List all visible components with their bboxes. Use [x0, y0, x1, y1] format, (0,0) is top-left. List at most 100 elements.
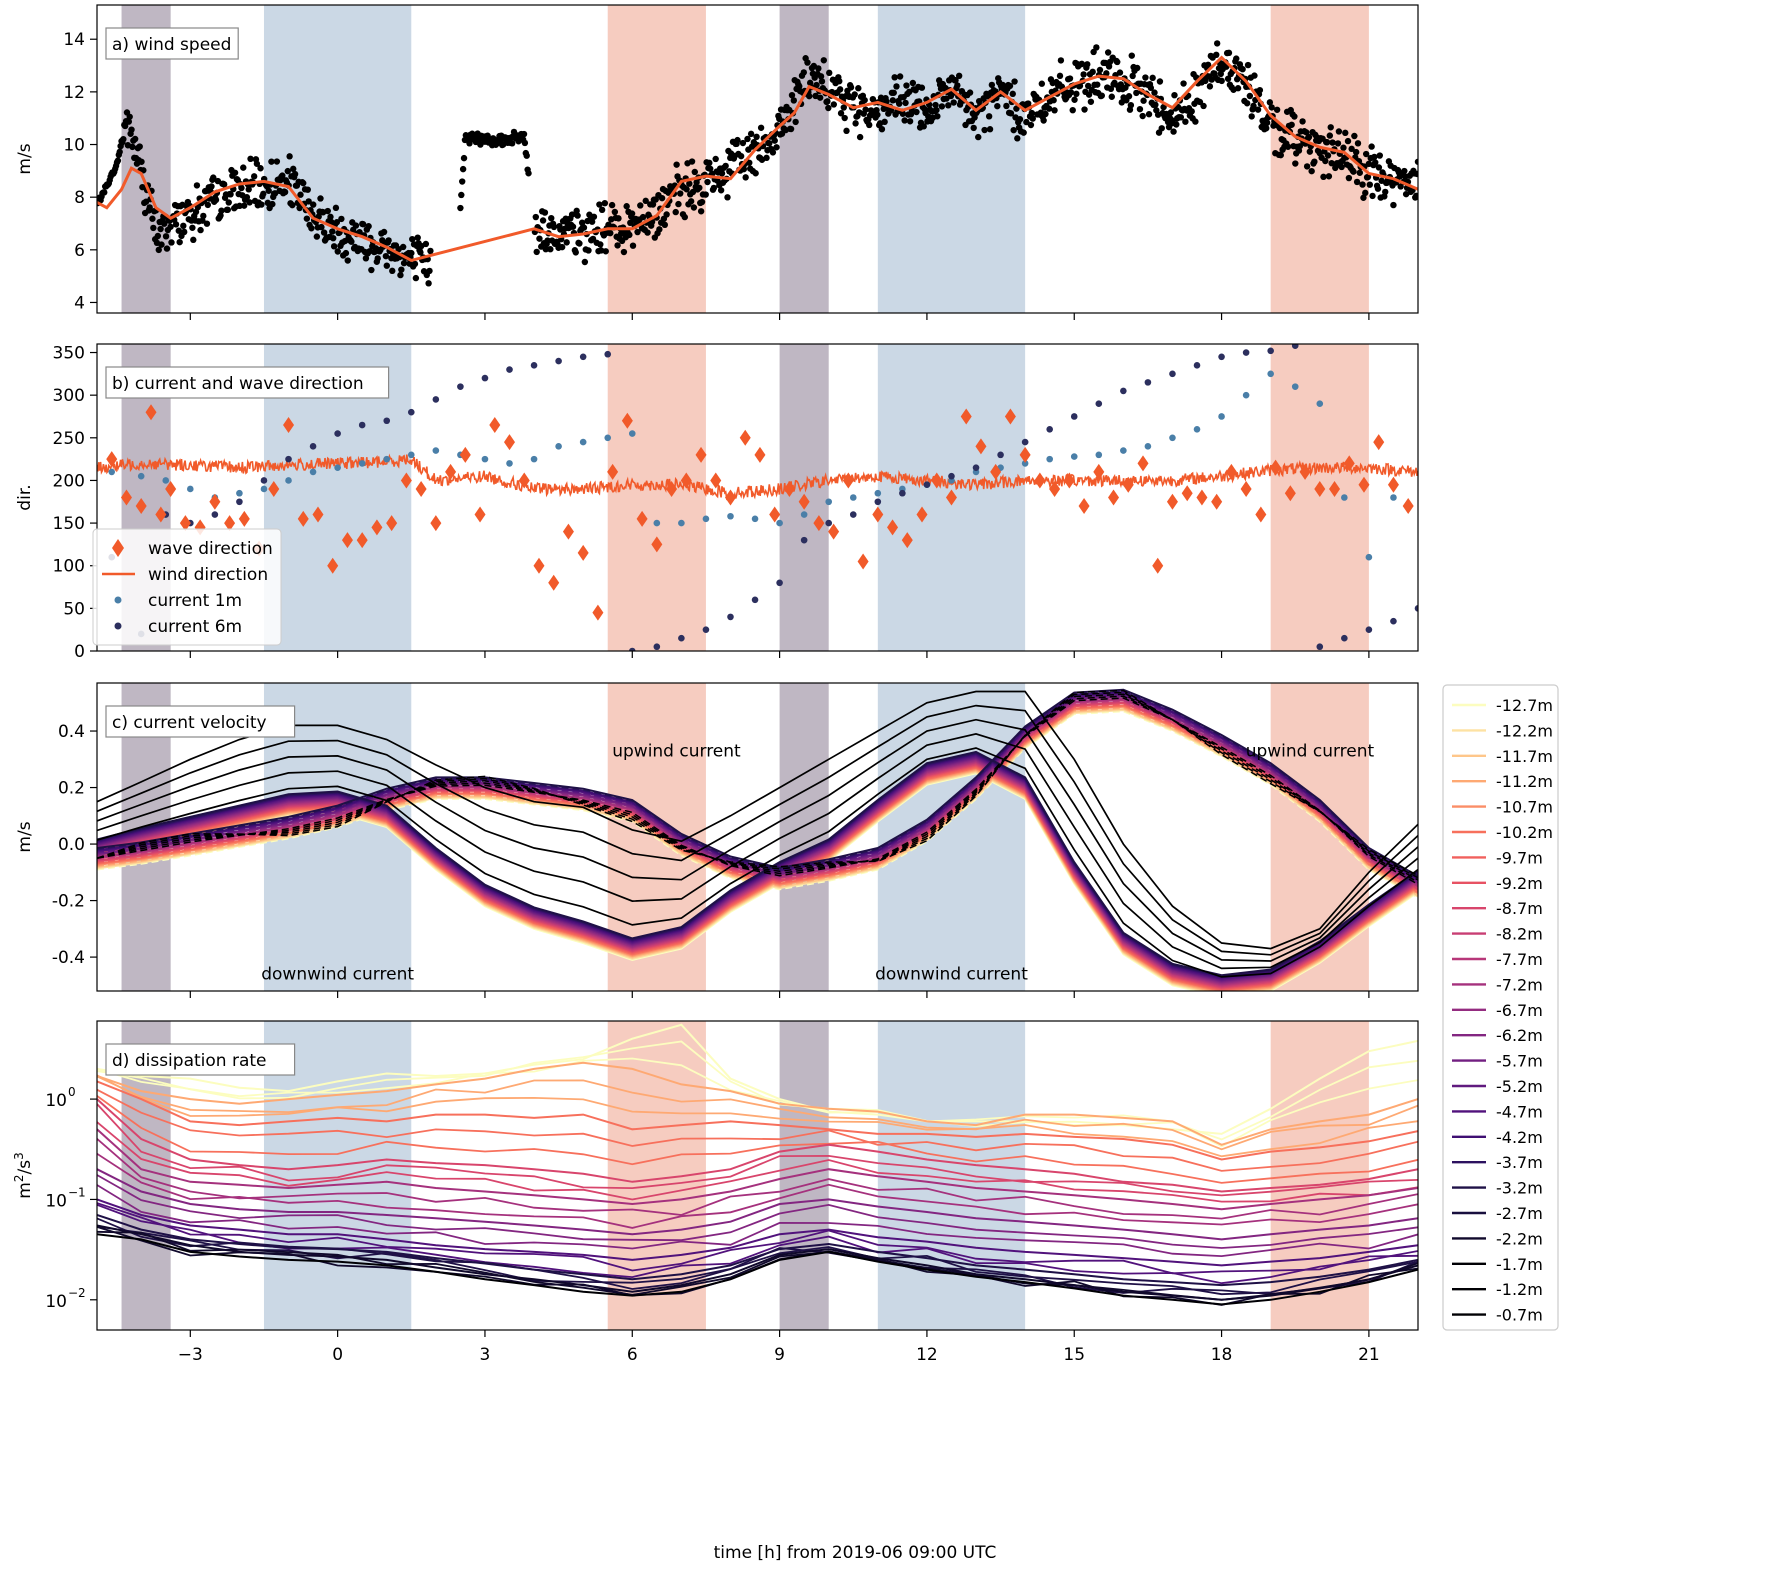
wave-direction-marker: [209, 493, 221, 510]
current-1m-point: [555, 443, 562, 450]
wind-speed-point: [790, 97, 798, 104]
wave-direction-marker: [1049, 480, 1061, 497]
wind-speed-point: [611, 208, 619, 216]
wind-speed-point: [766, 140, 773, 147]
current-6m-point: [899, 489, 906, 497]
current-1m-point: [187, 485, 194, 493]
wind-speed-point: [1233, 55, 1240, 62]
wind-speed-point: [189, 224, 196, 231]
current-1m-point: [506, 460, 513, 467]
current-1m-point: [1095, 451, 1103, 459]
wind-speed-point: [162, 233, 170, 240]
wind-speed-point: [602, 248, 609, 255]
dissipation-line: [97, 1075, 1418, 1151]
wind-speed-point: [190, 236, 197, 244]
wind-speed-point: [698, 198, 706, 206]
wave-direction-marker: [651, 536, 663, 553]
wind-speed-point: [568, 211, 576, 218]
current-6m-point: [727, 613, 734, 621]
x-tick-label: 18: [1211, 1345, 1233, 1365]
current-6m-point: [1365, 626, 1373, 633]
current-6m-point: [530, 362, 538, 369]
current-1m-point: [653, 519, 661, 527]
wind-speed-point: [585, 247, 592, 254]
wind-speed-point: [1308, 167, 1315, 175]
wind-speed-point: [818, 78, 826, 85]
wave-direction-marker: [1108, 489, 1120, 506]
wind-speed-point: [1009, 90, 1016, 98]
wind-speed-point: [508, 140, 516, 147]
time-window-shading: [877, 5, 1026, 313]
y-tick-label: 12: [63, 83, 85, 103]
depth-legend-label: -3.2m: [1496, 1179, 1543, 1198]
wind-speed-point: [562, 215, 569, 222]
wind-speed-point: [710, 184, 718, 192]
current-6m-point: [236, 498, 243, 506]
current-1m-point: [260, 485, 268, 493]
wind-speed-point: [861, 96, 868, 104]
wind-speed-point: [918, 84, 926, 91]
wind-speed-point: [1322, 157, 1329, 165]
wind-speed-point: [1334, 140, 1342, 147]
wind-speed-point: [580, 224, 588, 231]
wind-speed-point: [813, 81, 820, 89]
current-1m-point: [1291, 383, 1299, 390]
depth-legend-label: -1.7m: [1496, 1255, 1543, 1274]
wind-speed-point: [994, 102, 1001, 110]
time-window-shading: [779, 5, 829, 313]
axes-frame: [96, 343, 1419, 652]
wind-speed-point: [1128, 52, 1135, 59]
current-6m-point: [1144, 379, 1152, 386]
wind-speed-point: [382, 252, 390, 260]
wind-speed-point: [1103, 70, 1110, 77]
wind-speed-point: [945, 102, 952, 109]
wind-speed-point: [523, 152, 530, 159]
wind-speed-point: [1071, 96, 1078, 103]
wind-speed-point: [1145, 111, 1153, 118]
y-axis-label: m2/s3: [12, 1152, 35, 1198]
wind-speed-point: [210, 174, 217, 181]
wind-speed-point: [1354, 140, 1362, 147]
wind-speed-point: [933, 106, 940, 114]
wind-speed-point: [1136, 105, 1144, 113]
wind-speed-point: [815, 65, 822, 72]
wind-speed-point: [1096, 66, 1104, 74]
wind-speed-point: [1335, 128, 1343, 135]
wave-direction-marker: [916, 506, 928, 523]
wind-speed-point: [1329, 139, 1336, 146]
wind-speed-point: [521, 139, 529, 147]
wind-speed-point: [588, 218, 596, 225]
current-6m-point: [702, 626, 710, 633]
wind-speed-point: [985, 113, 993, 120]
y-tick-label: 10: [45, 1091, 67, 1111]
dissipation-line: [97, 1128, 1418, 1211]
wind-speed-point: [1320, 173, 1327, 181]
current-6m-point: [604, 350, 612, 358]
current-1m-point: [702, 515, 710, 523]
legend-current-1m-marker: [114, 596, 122, 604]
wind-speed-point: [1246, 92, 1254, 100]
velocity-surface-line: [97, 704, 1418, 956]
wave-direction-marker: [106, 451, 118, 468]
wind-speed-point: [596, 201, 603, 208]
wind-speed-point: [168, 239, 175, 246]
current-6m-point: [285, 455, 292, 463]
y-tick-label: 0.0: [58, 835, 85, 855]
wind-speed-point: [128, 126, 135, 133]
wind-speed-point: [397, 271, 404, 279]
wind-speed-point: [737, 152, 745, 160]
wind-speed-point: [847, 84, 855, 91]
wind-speed-point: [414, 234, 421, 241]
wind-speed-point: [688, 158, 696, 165]
wind-speed-point: [114, 157, 122, 164]
wind-speed-point: [548, 214, 555, 222]
wind-speed-point: [763, 154, 770, 162]
wind-speed-point: [830, 101, 837, 108]
wave-direction-marker: [592, 604, 604, 621]
wind-speed-point: [686, 180, 693, 187]
wind-speed-point: [975, 133, 982, 141]
y-axis-label: dir.: [15, 484, 35, 510]
plot-area: [97, 344, 1418, 651]
wave-direction-marker: [312, 506, 324, 523]
wind-speed-point: [203, 220, 211, 227]
